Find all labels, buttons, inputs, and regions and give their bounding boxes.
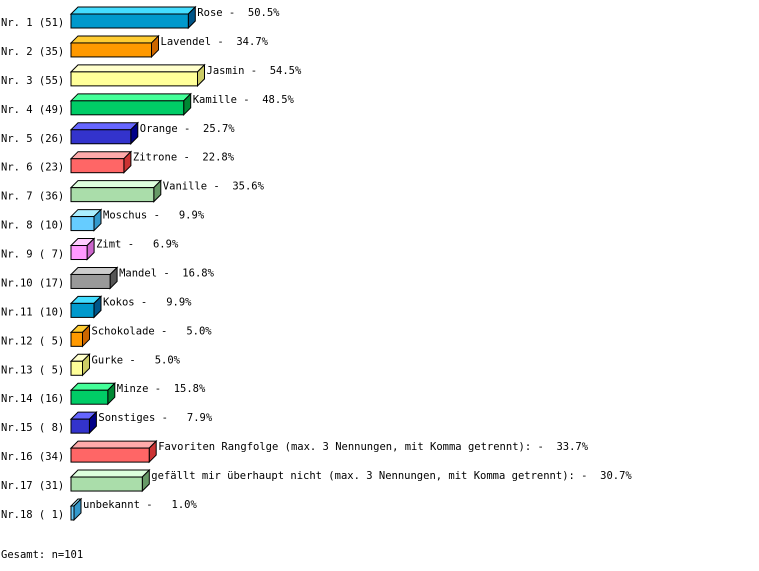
bar (70, 245, 88, 261)
bar (70, 505, 75, 521)
bar-top (69, 35, 160, 44)
bar-top (69, 440, 158, 449)
bar-value-label: Schokolade - 5.0% (92, 325, 213, 337)
bar (70, 418, 90, 434)
bar (70, 42, 152, 58)
rank-label: Nr.15 ( 8) (1, 422, 64, 434)
bar-top (69, 64, 206, 73)
rank-label: Nr.18 ( 1) (1, 509, 64, 521)
total-footer: Gesamt: n=101 (1, 549, 83, 561)
bar-top (69, 151, 133, 160)
rank-label: Nr. 9 ( 7) (1, 249, 64, 261)
bar-value-label: Gurke - 5.0% (92, 354, 181, 366)
bar-top (69, 266, 119, 275)
rank-label: Nr.11 (10) (1, 306, 64, 318)
bar-value-label: unbekannt - 1.0% (83, 499, 197, 511)
bar-value-label: Zitrone - 22.8% (133, 152, 235, 164)
bar (70, 71, 198, 87)
bar-top (69, 180, 163, 189)
bar (70, 273, 111, 289)
rank-label: Nr. 3 (55) (1, 75, 64, 87)
bar (70, 13, 189, 29)
bar-top (69, 469, 151, 478)
rank-label: Nr. 2 (35) (1, 46, 64, 58)
rank-label: Nr.16 (34) (1, 451, 64, 463)
bar-value-label: Moschus - 9.9% (103, 210, 205, 222)
bar (70, 100, 185, 116)
bar (70, 129, 132, 145)
rank-label: Nr. 7 (36) (1, 191, 64, 203)
bar-value-label: Kamille - 48.5% (193, 94, 295, 106)
bar-value-label: gefällt mir überhaupt nicht (max. 3 Nenn… (151, 470, 632, 482)
bar-top (69, 122, 140, 131)
bar-top (69, 6, 197, 15)
bar-top (69, 93, 192, 102)
bar-value-label: Favoriten Rangfolge (max. 3 Nennungen, m… (158, 441, 589, 453)
rank-label: Nr. 6 (23) (1, 162, 64, 174)
bar-value-label: Lavendel - 34.7% (161, 36, 269, 48)
bar (70, 447, 150, 463)
rank-label: Nr.12 ( 5) (1, 335, 64, 347)
bar-value-label: Mandel - 16.8% (119, 267, 215, 279)
bar-value-label: Orange - 25.7% (140, 123, 236, 135)
bar-value-label: Zimt - 6.9% (96, 239, 179, 251)
rank-label: Nr. 8 (10) (1, 220, 64, 232)
rank-label: Nr.17 (31) (1, 480, 64, 492)
rank-label: Nr. 4 (49) (1, 104, 64, 116)
rank-label: Nr. 5 (26) (1, 133, 64, 145)
rank-label: Nr.14 (16) (1, 393, 64, 405)
bar-value-label: Rose - 50.5% (197, 7, 280, 19)
bar-value-label: Vanille - 35.6% (163, 181, 265, 193)
bar-value-label: Sonstiges - 7.9% (98, 412, 212, 424)
bar (70, 302, 95, 318)
bar-value-label: Minze - 15.8% (117, 383, 206, 395)
bar (70, 187, 155, 203)
bar (70, 216, 95, 232)
bar (70, 158, 125, 174)
rank-label: Nr. 1 (51) (1, 17, 64, 29)
bar-value-label: Jasmin - 54.5% (207, 65, 303, 77)
bar (70, 360, 83, 376)
bar (70, 476, 143, 492)
bar (70, 331, 83, 347)
bar (70, 389, 109, 405)
rank-label: Nr.13 ( 5) (1, 364, 64, 376)
bar-value-label: Kokos - 9.9% (103, 296, 192, 308)
rank-label: Nr.10 (17) (1, 277, 64, 289)
